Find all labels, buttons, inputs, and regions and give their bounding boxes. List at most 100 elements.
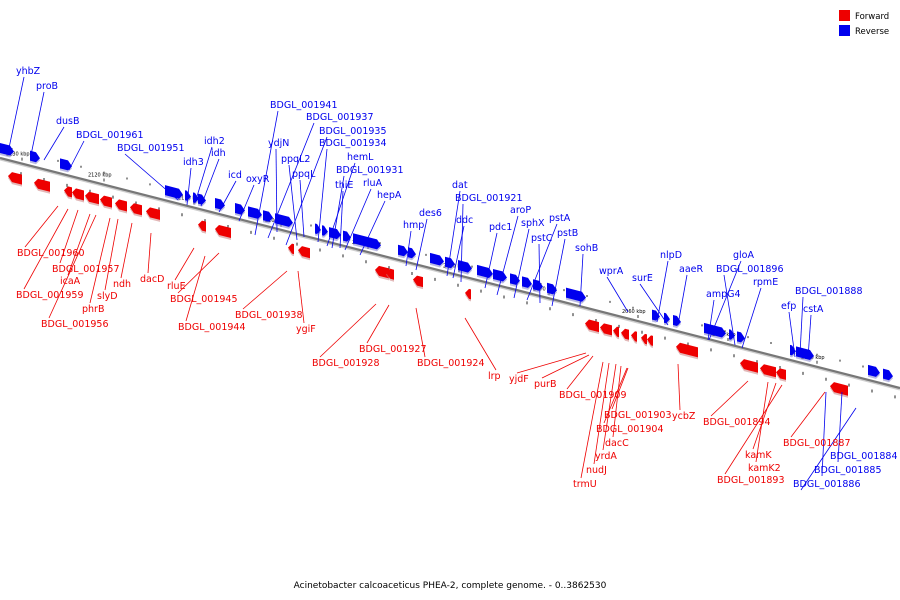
leader-line <box>752 382 777 450</box>
gene-label: BDGL_001893 <box>717 475 785 486</box>
reverse-gene <box>664 312 670 324</box>
gene-label: lrp <box>488 371 501 382</box>
gene-label: des6 <box>419 208 442 219</box>
leader-line <box>724 384 783 475</box>
reverse-gene <box>868 364 880 377</box>
leader-line <box>331 175 345 249</box>
leader-line <box>677 274 688 326</box>
forward-gene <box>72 188 84 201</box>
legend-label: Forward <box>855 12 889 22</box>
gene-label: pdc1 <box>489 222 512 233</box>
gene-label: ydjN <box>268 138 289 149</box>
leader-line <box>639 283 669 326</box>
leader-line <box>708 260 742 341</box>
gene-label: ppqL2 <box>281 154 310 165</box>
kbp-tick-label: 2070 kbp <box>533 286 557 292</box>
reverse-gene <box>398 244 408 257</box>
leader-line <box>339 190 344 249</box>
reverse-gene <box>193 192 199 203</box>
gene-label: ampG4 <box>706 289 741 300</box>
gene-label: BDGL_001888 <box>795 286 863 297</box>
leader-line <box>516 352 587 374</box>
leader-line <box>67 213 91 276</box>
gene-label: proB <box>36 81 58 92</box>
forward-gene <box>613 326 619 338</box>
leader-line <box>200 158 220 207</box>
legend-swatch <box>839 10 850 21</box>
forward-gene <box>413 275 423 288</box>
legend-label: Reverse <box>855 27 889 37</box>
forward-gene <box>100 195 112 208</box>
gene-label: ygiF <box>296 324 316 335</box>
forward-gene <box>215 224 231 239</box>
leader-line <box>23 208 69 290</box>
reverse-gene <box>737 331 745 343</box>
gene-label: slyD <box>97 291 118 302</box>
gene-label: ndh <box>113 279 131 290</box>
leader-line <box>326 162 356 247</box>
leader-line <box>602 363 617 451</box>
gene-label: aroP <box>510 205 531 216</box>
gene-label: BDGL_001885 <box>814 465 882 476</box>
gene-label: BDGL_001934 <box>319 138 387 149</box>
gene-label: yrdA <box>595 451 617 462</box>
leader-line <box>242 270 288 310</box>
leader-line <box>788 311 796 358</box>
leader-line <box>723 274 736 346</box>
reverse-gene <box>315 223 321 235</box>
leader-line <box>359 200 386 256</box>
reverse-gene <box>30 150 40 163</box>
gene-label: cstA <box>803 304 824 315</box>
forward-gene <box>760 364 776 378</box>
gene-label: BDGL_001894 <box>703 417 771 428</box>
leader-line <box>317 148 328 243</box>
gene-label: yjdF <box>509 374 529 385</box>
leader-line <box>89 217 111 304</box>
forward-gene <box>34 178 50 192</box>
reverse-gene <box>430 252 444 266</box>
leader-line <box>707 299 715 341</box>
leader-line <box>526 223 558 301</box>
leader-line <box>464 317 497 371</box>
reverse-gene <box>322 225 328 236</box>
leader-line <box>611 367 629 410</box>
gene-label: nudJ <box>586 465 607 476</box>
forward-gene <box>676 342 698 358</box>
leader-line <box>177 252 220 294</box>
gene-label: ddc <box>456 215 473 226</box>
gene-label: BDGL_001951 <box>117 143 185 154</box>
gene-label: BDGL_001924 <box>417 358 485 369</box>
leader-line <box>299 179 305 238</box>
kbp-tick-label: 2130 kbp <box>6 152 30 158</box>
leader-line <box>120 222 133 279</box>
reverse-gene <box>533 279 543 291</box>
leader-line <box>612 365 622 438</box>
leader-line <box>186 167 192 206</box>
gene-label: oxyR <box>246 174 270 185</box>
gene-label: nlpD <box>660 250 682 261</box>
leader-line <box>807 314 812 359</box>
gene-label: BDGL_001960 <box>17 248 85 259</box>
forward-gene <box>130 203 142 216</box>
gene-label: BDGL_001945 <box>170 294 238 305</box>
gene-label: pstC <box>531 233 553 244</box>
forward-gene <box>465 288 471 300</box>
gene-label: dusB <box>56 116 80 127</box>
gene-label: aaeR <box>679 264 703 275</box>
forward-gene <box>647 335 653 346</box>
leader-line <box>48 214 97 319</box>
leader-line <box>741 287 762 349</box>
gene-label: dacC <box>605 438 629 449</box>
gene-label: kamK <box>745 450 772 461</box>
leader-line <box>580 361 604 479</box>
gene-label: BDGL_001928 <box>312 358 380 369</box>
leader-line <box>656 260 669 323</box>
leader-line <box>275 148 278 233</box>
gene-label: BDGL_001959 <box>16 290 84 301</box>
leader-line <box>24 205 59 248</box>
forward-gene <box>621 328 629 340</box>
forward-gene <box>288 243 294 255</box>
leader-line <box>8 76 25 149</box>
forward-gene <box>375 265 389 279</box>
